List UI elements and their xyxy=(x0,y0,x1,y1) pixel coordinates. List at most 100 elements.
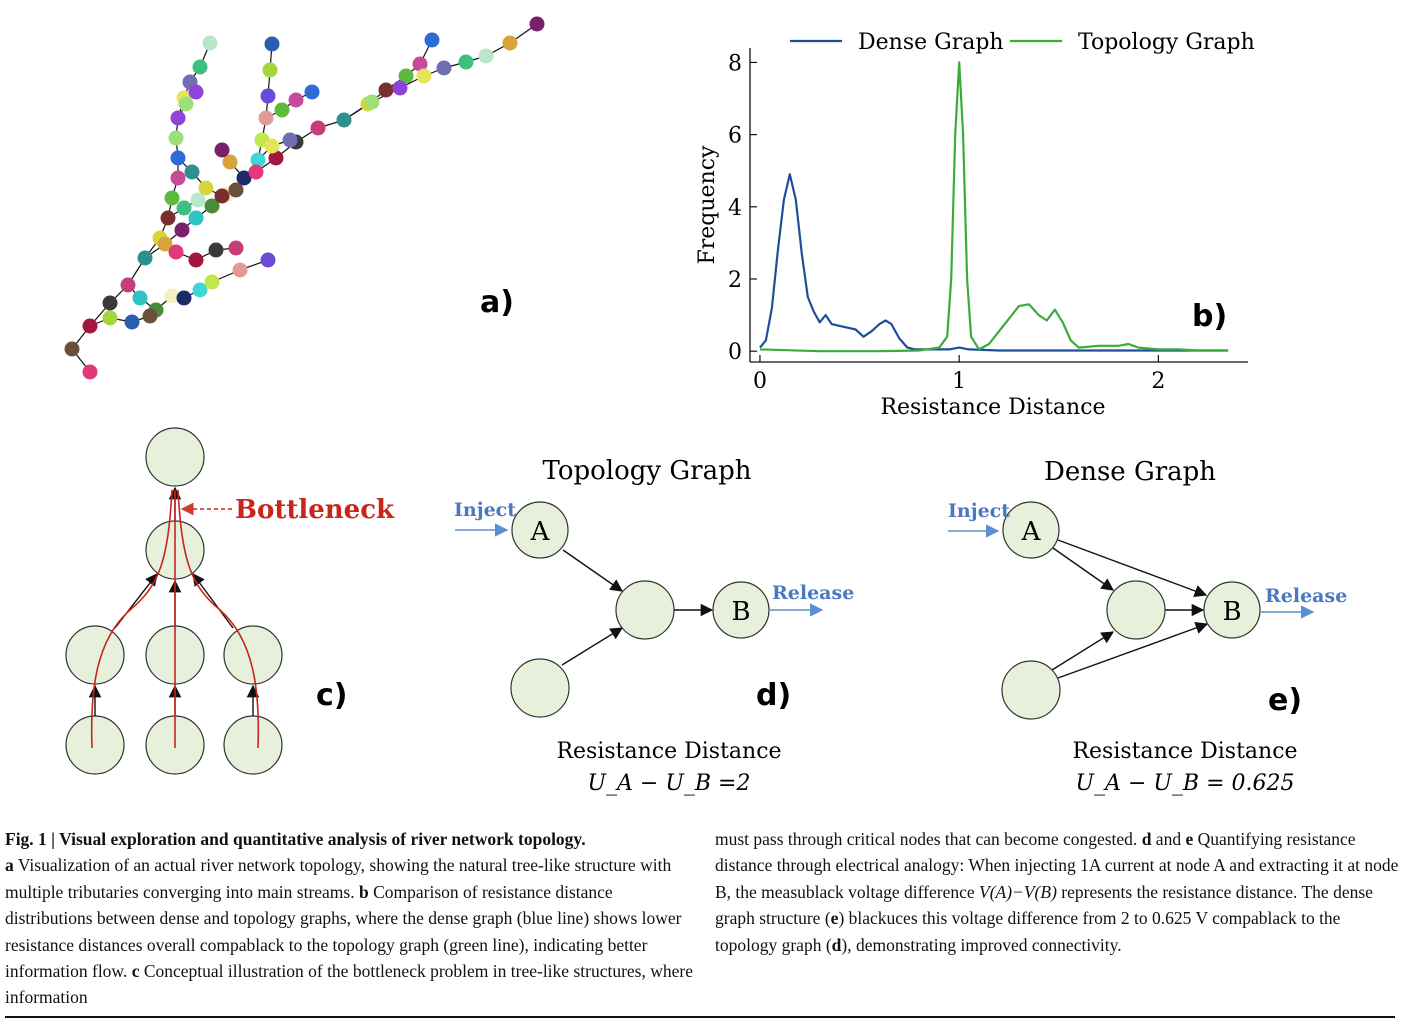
node-b-circle xyxy=(712,581,770,639)
series-line-topology xyxy=(759,61,1229,353)
river-node xyxy=(502,35,518,51)
dense-node-b-label: B xyxy=(1222,597,1241,627)
caption-text-de-4: ), demonstrating improved connectivity. xyxy=(841,934,1122,955)
river-node xyxy=(208,242,224,258)
river-node xyxy=(188,252,204,268)
river-node xyxy=(102,310,118,326)
river-node xyxy=(164,190,180,206)
river-node xyxy=(178,96,194,112)
bottom-rule xyxy=(5,1016,1395,1018)
river-node xyxy=(192,282,208,298)
river-node xyxy=(378,82,394,98)
river-node xyxy=(250,152,266,168)
river-node xyxy=(262,62,278,78)
river-node xyxy=(478,48,494,64)
river-node xyxy=(142,308,158,324)
river-node xyxy=(204,198,220,214)
y-tick-label: 8 xyxy=(728,51,742,76)
node-middle xyxy=(615,580,675,640)
river-node xyxy=(64,341,80,357)
river-node xyxy=(82,318,98,334)
panel-label-b: b) xyxy=(1192,299,1227,334)
river-node xyxy=(124,314,140,330)
dense-node-source xyxy=(1001,660,1061,720)
dense-node-b-circle xyxy=(1203,581,1261,639)
caption-text-de-2: represents the resistance distance. The … xyxy=(715,881,1373,929)
caption-heading: Fig. 1 | Visual exploration and quantita… xyxy=(5,829,586,849)
river-node xyxy=(412,56,428,72)
caption-right-column: must pass through critical nodes that ca… xyxy=(715,829,1399,955)
y-tick-label: 4 xyxy=(728,196,742,221)
caption-text-de: Quantifying resistance distance through … xyxy=(715,829,1399,902)
river-node xyxy=(102,295,118,311)
y-axis-label: Frequency xyxy=(695,145,720,265)
river-node xyxy=(222,154,238,170)
river-node xyxy=(398,68,414,84)
river-node xyxy=(198,180,214,196)
river-node xyxy=(288,92,304,108)
caption-left-column: Fig. 1 | Visual exploration and quantita… xyxy=(5,826,695,1011)
node-a-circle xyxy=(511,501,569,559)
river-node xyxy=(184,164,200,180)
river-node xyxy=(168,130,184,146)
inject-label: Inject xyxy=(454,499,516,521)
river-node xyxy=(176,290,192,306)
river-node xyxy=(282,132,298,148)
river-node xyxy=(157,236,173,252)
x-tick-label: 2 xyxy=(1151,369,1165,394)
caption-text-b: Comparison of resistance distance distri… xyxy=(5,881,682,982)
dense-node-a-label: A xyxy=(1021,517,1042,547)
x-axis-label: Resistance Distance xyxy=(880,395,1105,420)
caption-ref-a: a xyxy=(5,855,14,876)
topology-metric-value: U_A − U_B =2 xyxy=(588,771,751,796)
caption-formula: V(A)−V(B) xyxy=(979,881,1057,902)
river-node xyxy=(458,54,474,70)
river-node xyxy=(176,200,192,216)
figure-canvas: a) 0 1 2 0 2 4 6 8 Dense Graph Topology Graph R… xyxy=(64,16,1347,796)
topology-graph-title: Topology Graph xyxy=(543,456,752,486)
tree-node-mid-right xyxy=(223,625,283,685)
river-node xyxy=(336,112,352,128)
river-node xyxy=(168,244,184,260)
tree-node-root xyxy=(145,427,205,487)
dense-metric-value: U_A − U_B = 0.625 xyxy=(1076,771,1295,796)
dense-node-a-circle xyxy=(1002,501,1060,559)
river-node xyxy=(529,16,545,32)
release-label: Release xyxy=(772,582,854,604)
caption-ref-e: e xyxy=(1185,829,1194,849)
series-line-dense xyxy=(759,173,1229,352)
river-node xyxy=(236,170,252,186)
river-network-graph xyxy=(64,16,545,380)
river-node xyxy=(202,35,218,51)
river-node xyxy=(160,210,176,226)
river-node xyxy=(214,142,230,158)
bottleneck-tree-diagram: Bottleneck xyxy=(65,427,395,775)
panel-label-d: d) xyxy=(756,678,791,713)
legend-label-topology: Topology Graph xyxy=(1078,30,1255,55)
river-node xyxy=(170,170,186,186)
river-node xyxy=(82,364,98,380)
river-node xyxy=(416,68,432,84)
river-node xyxy=(174,222,190,238)
y-tick-label: 2 xyxy=(728,268,742,293)
river-node xyxy=(190,192,206,208)
river-node xyxy=(304,84,320,100)
river-node xyxy=(214,188,230,204)
panel-label-a: a) xyxy=(480,285,514,320)
caption-ref-c: c xyxy=(131,961,140,982)
caption-text-c: Conceptual illustration of the bottlenec… xyxy=(5,961,693,1008)
tree-node-leaf-right xyxy=(223,715,283,775)
node-b-label: B xyxy=(731,597,750,627)
river-node xyxy=(424,32,440,48)
caption-ref-b: b xyxy=(358,881,369,902)
x-tick-label: 1 xyxy=(952,369,966,394)
dense-node-middle xyxy=(1106,580,1166,640)
panel-label-e: e) xyxy=(1268,683,1302,718)
river-node xyxy=(264,36,280,52)
panel-label-c: c) xyxy=(316,678,348,713)
river-node xyxy=(137,250,153,266)
tree-node-mid-left xyxy=(65,625,125,685)
y-tick-label: 6 xyxy=(728,124,742,149)
river-node xyxy=(188,84,204,100)
river-node xyxy=(310,120,326,136)
